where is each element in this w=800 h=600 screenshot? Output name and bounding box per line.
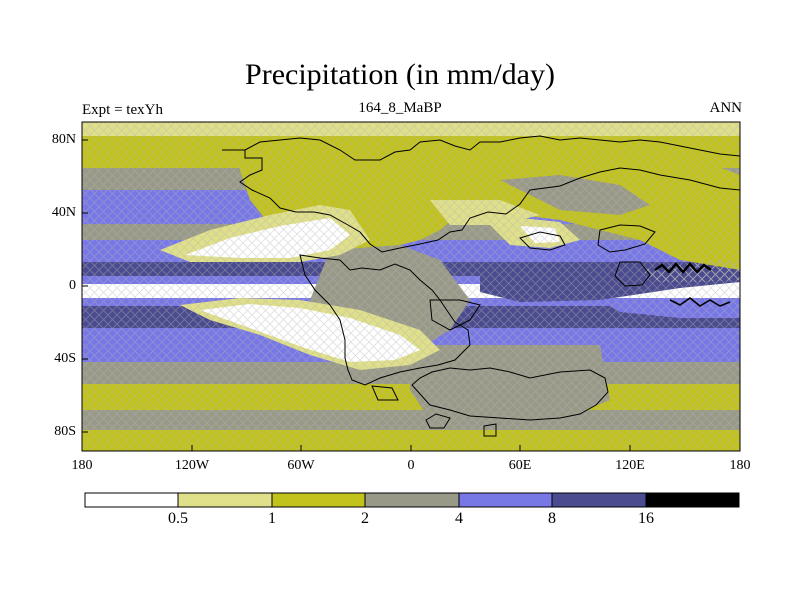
- colorbar-level-label: 1: [268, 510, 276, 527]
- lon-tick-label: 180: [729, 458, 751, 473]
- colorbar-level-label: 4: [455, 510, 463, 527]
- colorbar-box: [84, 492, 179, 508]
- lon-tick-label: 60E: [508, 458, 532, 473]
- axis-ticks: [81, 139, 741, 451]
- lat-tick-label: 80N: [51, 132, 76, 147]
- lon-tick-label: 120E: [615, 458, 645, 473]
- period-label: 164_8_MaBP: [358, 100, 442, 116]
- colorbar-box: [551, 492, 647, 508]
- figure-title: Precipitation (in mm/day): [245, 58, 555, 91]
- colorbar-box: [458, 492, 553, 508]
- season-label: ANN: [709, 100, 743, 116]
- coastlines: [222, 135, 740, 437]
- colorbar-level-label: 16: [638, 510, 654, 527]
- lon-tick-label: 60W: [287, 458, 315, 473]
- lon-tick-label: 0: [407, 458, 415, 473]
- precip-fill: [82, 122, 740, 451]
- lat-tick-label: 80S: [54, 424, 76, 439]
- colorbar-level-label: 8: [548, 510, 556, 527]
- experiment-label: Expt = texYh: [82, 102, 163, 118]
- colorbar: [84, 492, 740, 508]
- colorbar-box: [645, 492, 740, 508]
- lat-tick-label: 40S: [54, 351, 76, 366]
- colorbar-level-label: 0.5: [168, 510, 188, 527]
- lat-tick-label: 40N: [51, 205, 76, 220]
- colorbar-level-label: 2: [361, 510, 369, 527]
- colorbar-box: [364, 492, 460, 508]
- lat-tick-label: 0: [69, 278, 76, 293]
- colorbar-box: [177, 492, 273, 508]
- lon-tick-label: 180: [71, 458, 93, 473]
- lon-tick-label: 120W: [174, 458, 210, 473]
- colorbar-box: [271, 492, 366, 508]
